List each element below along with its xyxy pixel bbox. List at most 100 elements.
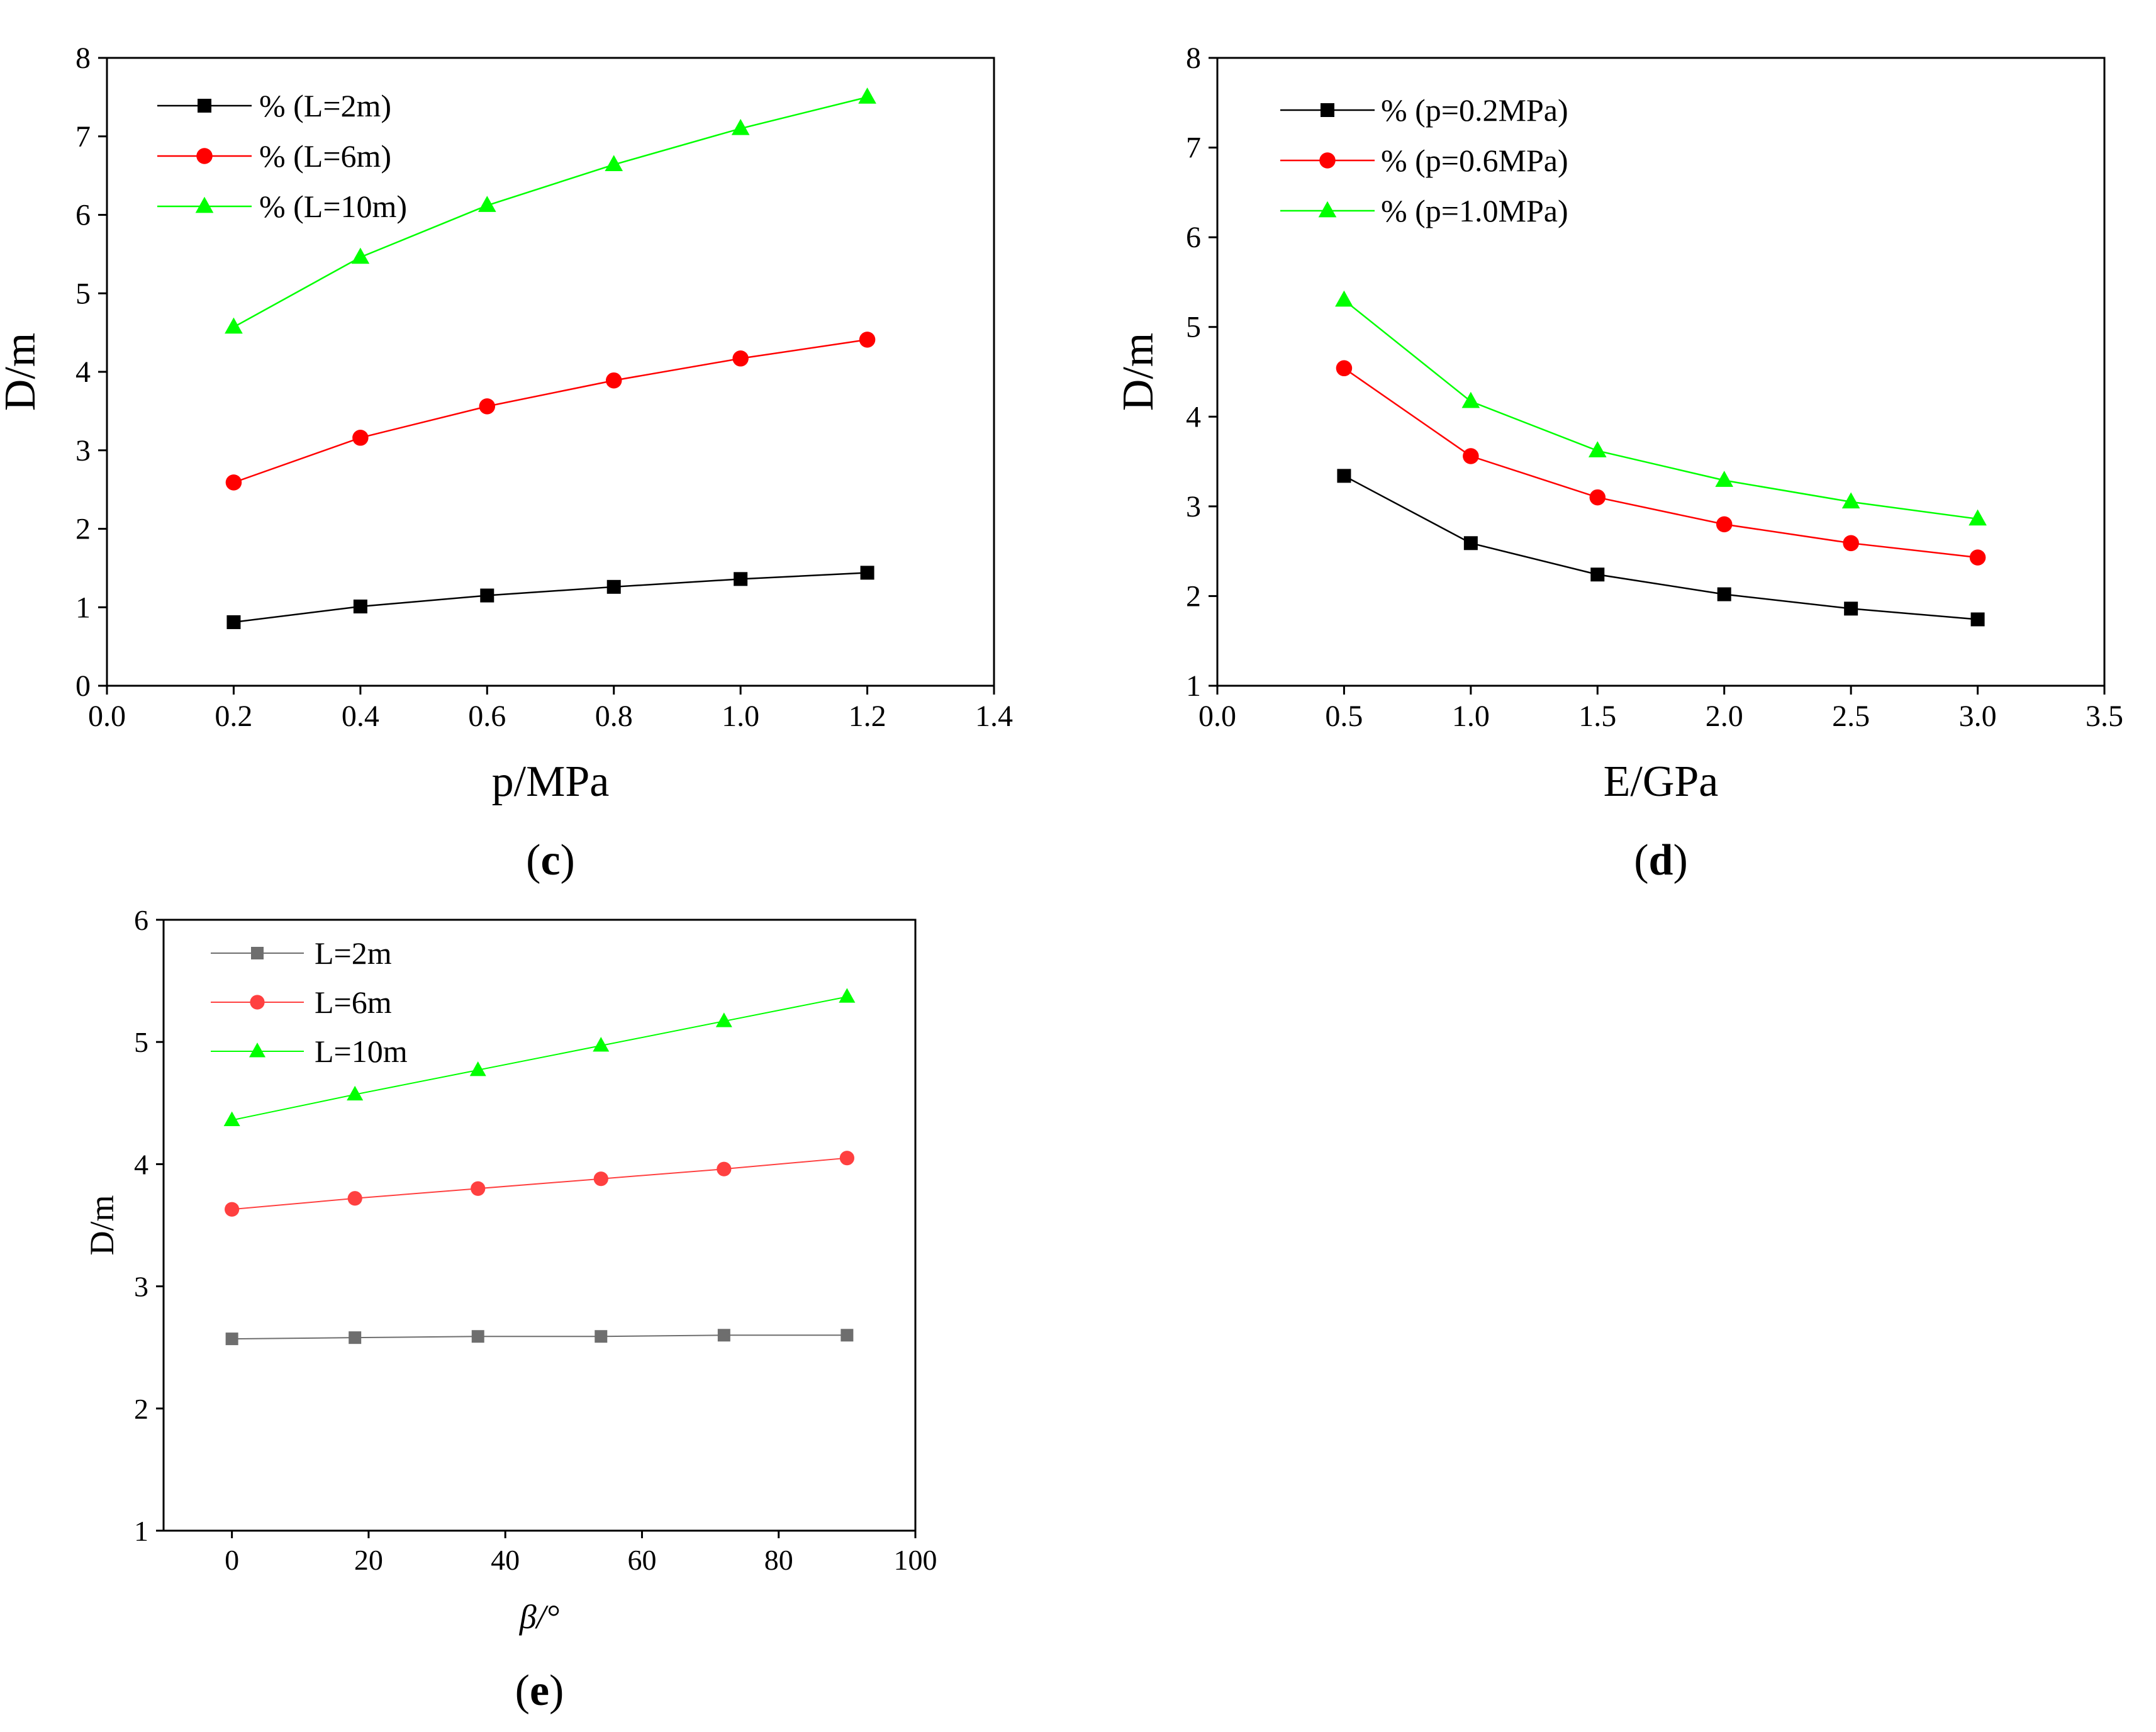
data-point — [732, 350, 749, 367]
data-point — [860, 566, 874, 580]
y-tick-label: 2 — [134, 1393, 148, 1425]
x-tick-label: 1.0 — [1452, 700, 1490, 733]
series-line — [1343, 475, 1978, 620]
y-tick-label: 5 — [1186, 311, 1201, 344]
y-tick-label: 3 — [134, 1271, 148, 1303]
y-tick-label: 8 — [75, 42, 91, 75]
panel-label: (d) — [1634, 836, 1688, 885]
x-tick-label: 1.0 — [722, 700, 759, 733]
y-tick-label: 3 — [1186, 490, 1201, 523]
legend-label: % (p=1.0MPa) — [1381, 193, 1568, 228]
x-tick-label: 40 — [491, 1544, 520, 1576]
legend-marker — [198, 99, 211, 113]
series-line — [1343, 367, 1978, 559]
legend-label: L=6m — [315, 985, 392, 1020]
x-tick-label: 0.5 — [1325, 700, 1363, 733]
x-tick-label: 0.8 — [595, 700, 633, 733]
data-point — [352, 430, 369, 446]
plot-frame — [162, 919, 917, 1532]
y-tick-label: 1 — [75, 591, 91, 624]
legend-item: L=6m — [211, 985, 392, 1020]
series-2 — [225, 332, 876, 491]
plot-frame — [1216, 57, 2106, 687]
y-tick-label: 6 — [134, 904, 148, 936]
data-point — [471, 1181, 486, 1196]
data-point — [606, 579, 621, 594]
data-point — [1336, 360, 1353, 377]
data-point — [1588, 441, 1607, 457]
data-point — [858, 87, 876, 104]
data-point — [841, 1329, 854, 1342]
series-line — [233, 572, 868, 623]
chart-panel-c: 0.0 0.2 0.4 0.6 0.8 1.0 1.2 1.4 0 1 2 3 4 5 6 7 8 % (L=2… — [0, 42, 1013, 885]
data-point — [1841, 492, 1860, 509]
data-point — [1590, 567, 1605, 582]
data-point — [1716, 516, 1733, 533]
chart-panel-d: 0.0 0.5 1.0 1.5 2.0 2.5 3.0 3.5 1 2 3 4 5 6 7 8 % (p=0.… — [1114, 42, 2123, 885]
data-point — [349, 1331, 362, 1344]
legend-label: % (L=6m) — [259, 138, 391, 174]
x-tick-label: 80 — [764, 1544, 793, 1576]
y-tick-label: 5 — [75, 277, 91, 310]
data-point — [734, 572, 748, 586]
data-point — [1970, 612, 1985, 627]
data-point — [479, 398, 496, 415]
y-tick-label: 6 — [75, 199, 91, 232]
data-point — [595, 1330, 608, 1343]
data-point — [347, 1191, 362, 1206]
legend-label: % (p=0.6MPa) — [1381, 143, 1568, 178]
legend-marker — [1318, 201, 1337, 218]
legend-item: L=10m — [211, 1034, 408, 1069]
series-2 — [225, 1151, 854, 1217]
data-point — [347, 1085, 364, 1101]
y-tick-label: 4 — [75, 355, 91, 389]
x-tick-label: 3.0 — [1959, 700, 1997, 733]
panel-label: (e) — [515, 1667, 564, 1715]
y-tick-label: 1 — [134, 1515, 148, 1547]
chart-panel-e: 0 20 40 60 80 100 1 2 3 4 5 6 L=2m L=6m L=10m β/° D/m… — [83, 904, 937, 1715]
series-3 — [1335, 290, 1987, 526]
x-tick-label: 0.0 — [1198, 700, 1236, 733]
data-point — [717, 1161, 732, 1176]
panel-letter: e — [530, 1667, 549, 1715]
series-3 — [223, 988, 856, 1126]
data-point — [1463, 448, 1479, 464]
x-tick-label: 1.5 — [1578, 700, 1616, 733]
y-tick-label: 7 — [1186, 131, 1201, 165]
y-tick-label: 7 — [75, 120, 91, 154]
series-3 — [225, 87, 876, 334]
legend-marker — [1321, 103, 1334, 117]
data-point — [717, 1329, 730, 1342]
data-point — [715, 1012, 732, 1027]
legend-item: % (p=1.0MPa) — [1280, 193, 1568, 228]
series-1 — [1337, 469, 1985, 627]
data-point — [1461, 391, 1480, 408]
data-point — [1969, 509, 1987, 526]
x-axis-title: E/GPa — [1604, 757, 1719, 806]
y-tick-label: 2 — [75, 513, 91, 546]
data-point — [731, 119, 750, 135]
data-point — [593, 1171, 608, 1187]
legend-marker — [196, 148, 213, 164]
data-point — [1715, 471, 1734, 487]
data-point — [353, 600, 367, 614]
x-tick-label: 1.2 — [849, 700, 886, 733]
data-point — [225, 317, 243, 334]
x-tick-label: 0.2 — [215, 700, 252, 733]
data-point — [839, 988, 856, 1003]
data-point — [223, 1111, 240, 1126]
panel-letter: c — [540, 836, 560, 885]
data-point — [1337, 469, 1351, 483]
legend-marker — [250, 995, 265, 1010]
x-tick-label: 0.6 — [468, 700, 506, 733]
legend-marker — [249, 1042, 266, 1058]
data-point — [605, 155, 623, 172]
x-tick-label: 20 — [354, 1544, 383, 1576]
y-axis-title: D/m — [1114, 333, 1163, 411]
series-line — [232, 1334, 847, 1340]
x-tick-label: 60 — [627, 1544, 656, 1576]
y-tick-label: 4 — [134, 1148, 148, 1180]
y-tick-label: 5 — [134, 1026, 148, 1058]
data-point — [1844, 601, 1858, 616]
legend-label: L=10m — [315, 1034, 408, 1069]
